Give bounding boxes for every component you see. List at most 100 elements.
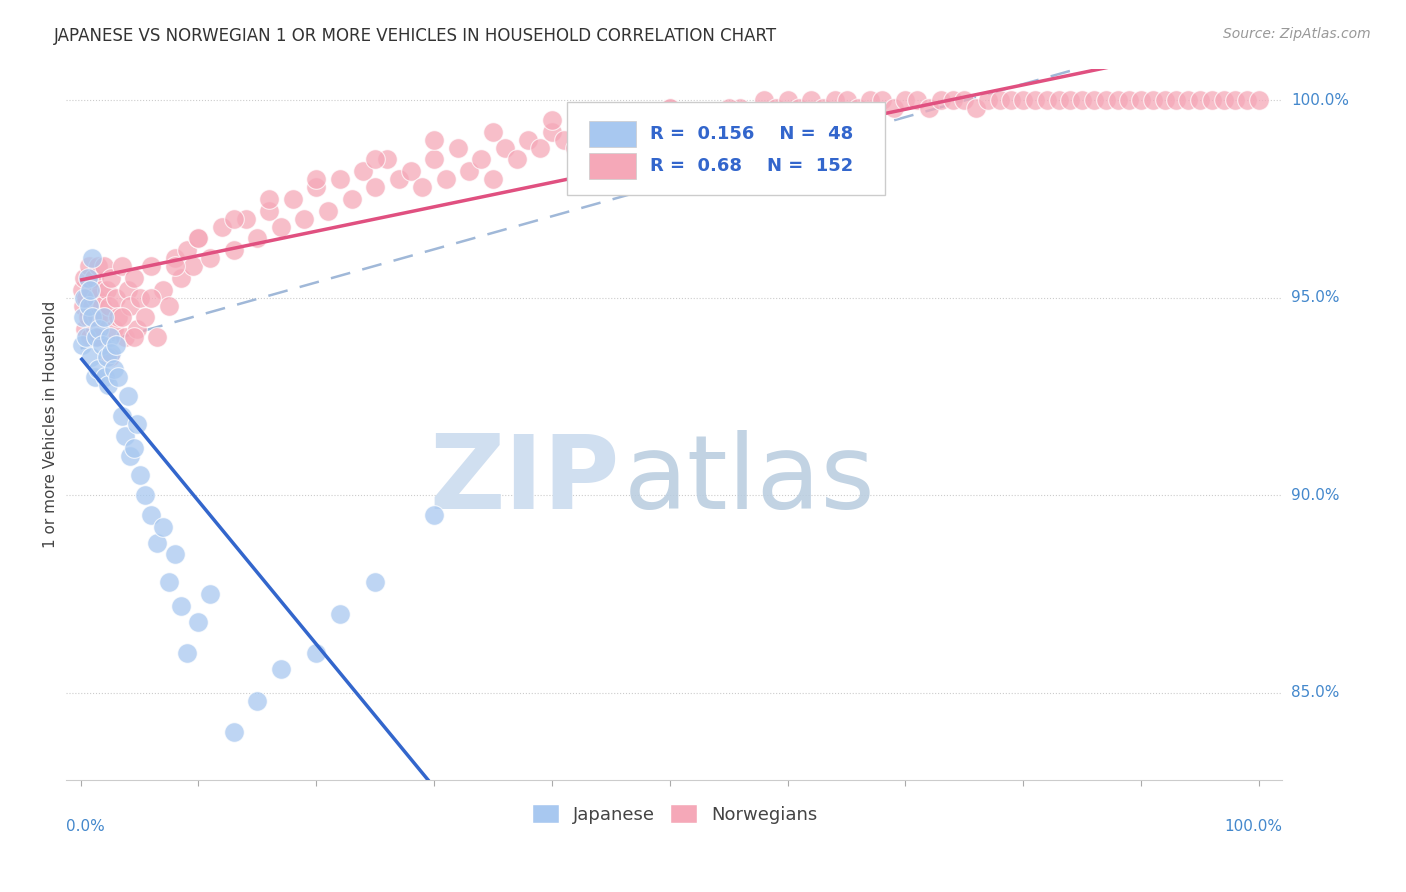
Point bbox=[658, 101, 681, 115]
Point bbox=[1047, 93, 1070, 107]
Point bbox=[623, 133, 645, 147]
Point bbox=[859, 93, 882, 107]
Point bbox=[96, 283, 118, 297]
Point bbox=[176, 244, 198, 258]
Point bbox=[599, 109, 621, 123]
Point bbox=[364, 575, 387, 590]
Point bbox=[1142, 93, 1164, 107]
Point bbox=[576, 153, 599, 167]
Point bbox=[447, 140, 470, 154]
Point bbox=[93, 310, 115, 325]
Point bbox=[1094, 93, 1116, 107]
Point bbox=[1225, 93, 1247, 107]
Point bbox=[588, 133, 610, 147]
Point bbox=[1036, 93, 1059, 107]
Point bbox=[553, 133, 575, 147]
Point bbox=[134, 488, 156, 502]
Point bbox=[111, 259, 134, 273]
Point bbox=[82, 299, 104, 313]
Point bbox=[599, 140, 621, 154]
Point bbox=[72, 310, 94, 325]
Point bbox=[281, 192, 304, 206]
Point bbox=[352, 164, 374, 178]
Point bbox=[73, 291, 96, 305]
Point bbox=[529, 140, 551, 154]
Point bbox=[294, 211, 316, 226]
Point bbox=[270, 219, 292, 234]
Point bbox=[104, 338, 127, 352]
Point bbox=[72, 299, 94, 313]
Point bbox=[87, 259, 110, 273]
Point bbox=[364, 180, 387, 194]
Point bbox=[977, 93, 1000, 107]
Text: 0.0%: 0.0% bbox=[66, 819, 105, 834]
Point bbox=[458, 164, 481, 178]
Point bbox=[79, 330, 101, 344]
Point bbox=[127, 417, 149, 431]
Point bbox=[222, 725, 245, 739]
Point bbox=[1166, 93, 1188, 107]
Point bbox=[800, 93, 823, 107]
Point bbox=[128, 291, 150, 305]
Text: 100.0%: 100.0% bbox=[1291, 93, 1348, 108]
Point bbox=[90, 283, 112, 297]
Point bbox=[1059, 93, 1081, 107]
Point bbox=[187, 231, 209, 245]
Point bbox=[741, 112, 763, 127]
Point bbox=[329, 607, 352, 621]
Point bbox=[222, 211, 245, 226]
Point bbox=[170, 271, 193, 285]
Text: ZIP: ZIP bbox=[429, 431, 620, 532]
Point bbox=[100, 271, 122, 285]
Point bbox=[141, 508, 163, 522]
Point bbox=[98, 350, 121, 364]
Point bbox=[111, 310, 134, 325]
Point bbox=[918, 101, 941, 115]
Point bbox=[90, 299, 112, 313]
Point bbox=[541, 125, 564, 139]
FancyBboxPatch shape bbox=[589, 121, 636, 147]
Point bbox=[134, 310, 156, 325]
Point bbox=[1153, 93, 1175, 107]
Point bbox=[73, 271, 96, 285]
Point bbox=[257, 192, 280, 206]
Point bbox=[89, 330, 111, 344]
Point bbox=[107, 369, 129, 384]
Point bbox=[141, 259, 163, 273]
Point bbox=[752, 93, 775, 107]
Point bbox=[1130, 93, 1153, 107]
Point bbox=[93, 259, 115, 273]
Point bbox=[91, 310, 114, 325]
Point bbox=[1177, 93, 1199, 107]
Point bbox=[157, 299, 180, 313]
Point bbox=[103, 361, 125, 376]
Point bbox=[1012, 93, 1035, 107]
Text: atlas: atlas bbox=[623, 431, 875, 532]
Point bbox=[941, 93, 963, 107]
Point bbox=[706, 112, 728, 127]
Point bbox=[470, 153, 492, 167]
Point bbox=[76, 330, 98, 344]
Point bbox=[163, 548, 186, 562]
Point bbox=[90, 338, 112, 352]
Point bbox=[170, 599, 193, 613]
Point bbox=[564, 140, 586, 154]
Point bbox=[730, 101, 752, 115]
Text: R =  0.68    N =  152: R = 0.68 N = 152 bbox=[650, 157, 853, 175]
Point bbox=[1212, 93, 1234, 107]
Point bbox=[89, 322, 111, 336]
Point bbox=[163, 259, 186, 273]
Point bbox=[765, 101, 787, 115]
Point bbox=[905, 93, 928, 107]
Point bbox=[117, 389, 139, 403]
Point bbox=[423, 508, 446, 522]
Point bbox=[658, 101, 681, 115]
Point bbox=[1083, 93, 1105, 107]
Point bbox=[835, 93, 858, 107]
Point bbox=[364, 153, 387, 167]
Point bbox=[79, 283, 101, 297]
Point bbox=[1000, 93, 1022, 107]
Point bbox=[682, 125, 704, 139]
Point bbox=[340, 192, 363, 206]
Point bbox=[929, 93, 952, 107]
